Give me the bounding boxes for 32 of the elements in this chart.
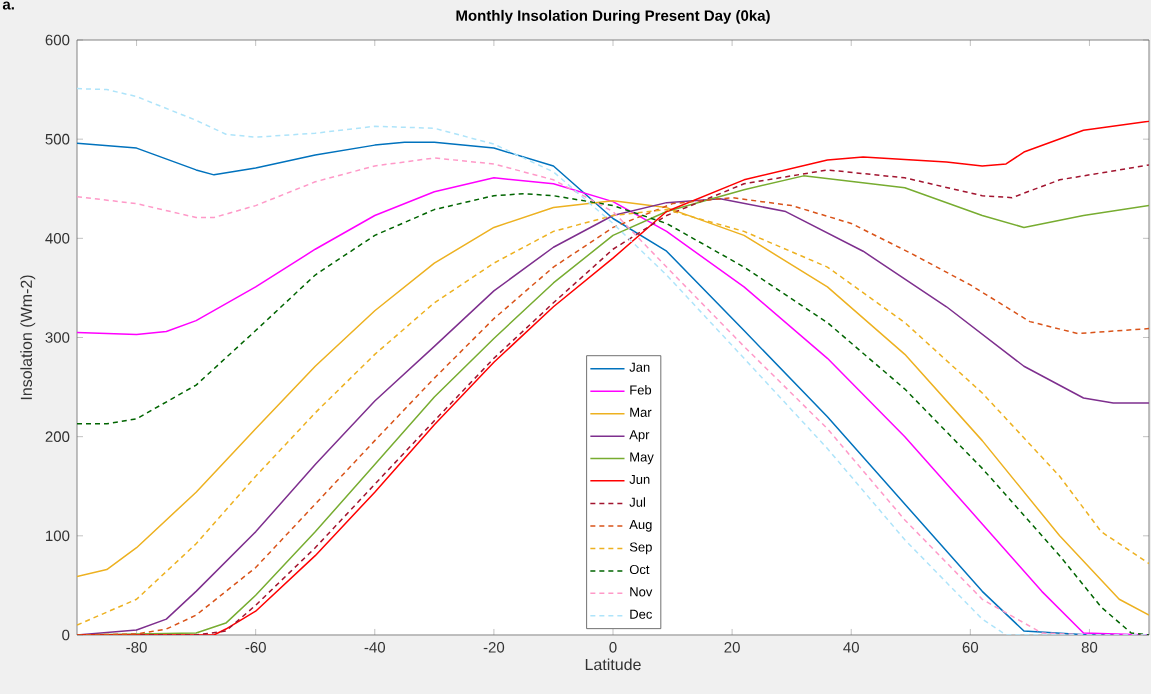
x-axis-title: Latitude	[585, 658, 641, 671]
chart-title: Monthly Insolation During Present Day (0ka)	[456, 9, 770, 24]
y-axis-title: Insolation (Wm-2)	[20, 275, 36, 400]
legend-label: May	[630, 452, 654, 465]
x-tick-label: 80	[1081, 642, 1098, 653]
legend-label: Dec	[630, 609, 653, 619]
x-tick-label: 40	[843, 642, 859, 653]
y-tick-label: 300	[45, 332, 70, 343]
x-tick-label: -60	[245, 642, 266, 653]
legend-label: Mar	[630, 407, 652, 417]
legend-label: Aug	[629, 520, 652, 532]
legend-label: Jun	[629, 474, 650, 484]
x-tick-label: -40	[364, 642, 386, 653]
y-tick-label: 400	[45, 233, 70, 244]
legend-label: Nov	[630, 587, 653, 597]
x-tick-label: -80	[126, 642, 147, 653]
y-tick-label: 600	[45, 34, 70, 46]
legend-label: Oct	[629, 564, 650, 575]
x-tick-label: -20	[483, 642, 505, 653]
legend-label: Feb	[630, 385, 652, 395]
y-tick-label: 200	[45, 431, 70, 442]
x-tick-label: 60	[962, 642, 979, 653]
y-tick-label: 100	[46, 530, 70, 542]
text: a.	[2, 1, 14, 10]
legend-label: Jul	[629, 497, 645, 507]
x-tick-label: 20	[724, 642, 740, 653]
legend-label: Jan	[629, 362, 650, 372]
legend-label: Sep	[629, 542, 652, 555]
x-tick-label: 0	[609, 642, 617, 653]
y-tick-label: 500	[45, 133, 70, 145]
legend-label: Apr	[629, 430, 650, 442]
y-tick-label: 0	[62, 629, 70, 641]
